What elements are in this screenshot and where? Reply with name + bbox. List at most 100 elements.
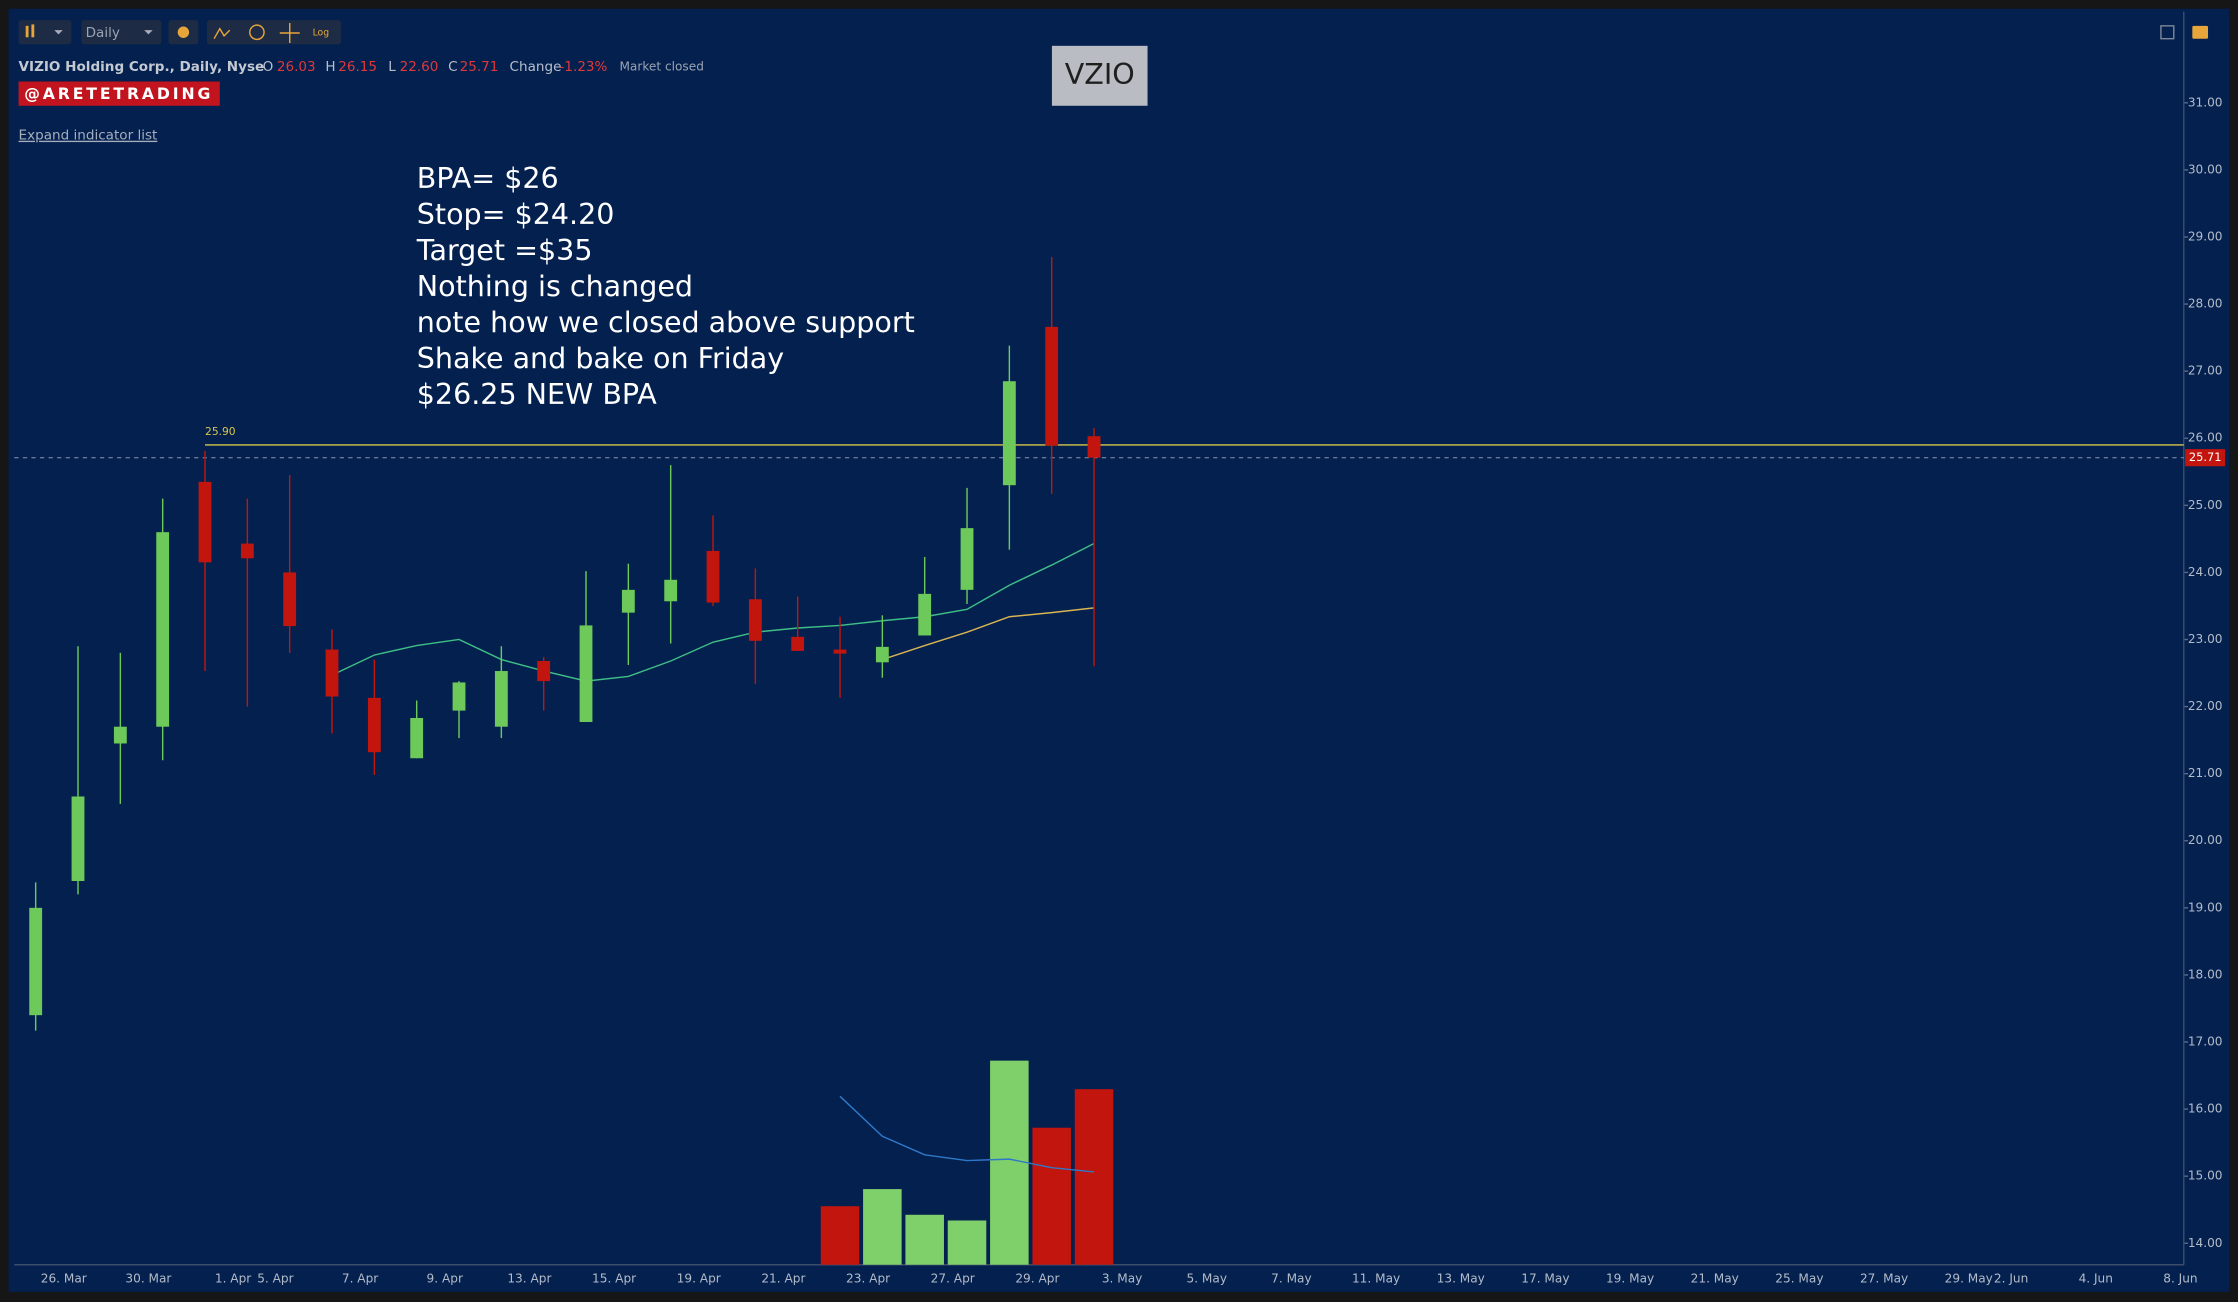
annotation: note how we closed above support — [417, 306, 915, 339]
y-tick-label: 22.00 — [2188, 699, 2223, 713]
x-tick-label: 8. Jun — [2163, 1272, 2197, 1286]
y-tick-label: 28.00 — [2188, 297, 2223, 311]
fullscreen-button[interactable] — [2160, 25, 2175, 40]
candle-body — [452, 682, 466, 711]
icon — [31, 24, 35, 38]
chart-title: VZIO — [1065, 58, 1135, 91]
icon — [54, 30, 63, 35]
y-tick-label: 14.00 — [2188, 1236, 2223, 1250]
change-label: Change — [510, 59, 562, 75]
icon — [213, 27, 231, 40]
volume-bar — [1032, 1127, 1071, 1265]
candle-body — [537, 660, 551, 682]
y-tick-label: 16.00 — [2188, 1102, 2223, 1116]
candle-body — [113, 726, 127, 744]
quote-key: C — [448, 59, 457, 75]
icon — [144, 30, 153, 35]
y-tick-label: 17.00 — [2188, 1035, 2223, 1049]
candle-body — [960, 528, 974, 590]
x-tick-label: 21. May — [1691, 1272, 1739, 1286]
quote-value: 22.60 — [400, 59, 439, 75]
volume-bar — [863, 1189, 902, 1265]
x-tick-label: 19. Apr — [677, 1272, 721, 1286]
annotation: $26.25 NEW BPA — [417, 378, 658, 411]
interval-select[interactable] — [81, 20, 162, 45]
candle-body — [29, 907, 43, 1016]
symbol-box — [1051, 45, 1148, 106]
x-tick-label: 13. Apr — [507, 1272, 551, 1286]
log-toggle[interactable]: Log — [313, 27, 330, 38]
plot-background — [8, 8, 2230, 1292]
x-tick-label: 7. Apr — [342, 1272, 378, 1286]
candle-body — [833, 649, 847, 654]
volume-bar — [947, 1220, 987, 1265]
candle-body — [367, 697, 381, 753]
candle-body — [664, 579, 678, 602]
candle-body — [71, 796, 85, 882]
y-tick-label: 18.00 — [2188, 967, 2223, 981]
candle-body — [791, 636, 805, 651]
volume-bar — [1074, 1089, 1114, 1265]
snapshot-button[interactable] — [2192, 25, 2209, 39]
icon — [249, 24, 265, 41]
x-tick-label: 4. Jun — [2079, 1272, 2113, 1286]
candle-body — [283, 572, 297, 627]
x-tick-label: 23. Apr — [846, 1272, 890, 1286]
x-tick-label: 5. May — [1187, 1272, 1227, 1286]
plot: 14.00 15.00 16.00 17.00 18.00 19.00 20.00 21.00… — [14, 11, 2226, 1286]
x-tick-label: 9. Apr — [427, 1272, 463, 1286]
icon — [177, 26, 190, 38]
last-price-label: 25.71 — [2189, 450, 2222, 464]
moving-average — [882, 607, 1095, 661]
icon — [279, 22, 300, 43]
x-tick-label: 26. Mar — [41, 1272, 87, 1286]
y-tick-label: 20.00 — [2188, 833, 2223, 847]
volume-average — [839, 1095, 1095, 1173]
toolbar: Daily Log — [18, 20, 2209, 45]
candle-body — [156, 532, 170, 727]
candle-body — [748, 599, 762, 641]
volume-bar — [990, 1060, 1029, 1265]
quote-value: 26.03 — [277, 59, 316, 75]
market-status: Market closed — [619, 60, 703, 74]
x-tick-label: 30. Mar — [125, 1272, 171, 1286]
candle-body — [918, 593, 932, 636]
candle-body — [1002, 381, 1016, 486]
expand-link[interactable]: Expand indicator list — [19, 128, 158, 144]
y-tick-label: 15.00 — [2188, 1169, 2223, 1183]
candle-body — [621, 589, 635, 613]
x-tick-label: 21. Apr — [761, 1272, 805, 1286]
icon — [25, 25, 29, 38]
quote-key: O — [263, 59, 274, 75]
annotation: BPA= $26 — [417, 162, 559, 195]
quote-key: H — [325, 59, 335, 75]
tools-group[interactable] — [206, 20, 342, 45]
last-price-tag — [2185, 449, 2226, 467]
change: -1.23% — [560, 59, 608, 75]
x-tick-label: 29. May — [1945, 1272, 1993, 1286]
quote-value: 26.15 — [338, 59, 377, 75]
x-tick-label: 13. May — [1437, 1272, 1485, 1286]
x-tick-label: 2. Jun — [1994, 1272, 2028, 1286]
annotation: Stop= $24.20 — [417, 198, 615, 231]
candle-body — [579, 625, 593, 723]
x-tick-label: 11. May — [1352, 1272, 1400, 1286]
x-tick-label: 15. Apr — [592, 1272, 636, 1286]
support-label: 25.90 — [205, 425, 236, 438]
header: VIZIO Holding Corp., Daily, Nyse O 26.03… — [18, 59, 704, 144]
y-tick-label: 31.00 — [2188, 95, 2223, 109]
volume-bar — [905, 1214, 944, 1265]
annotation: Shake and bake on Friday — [417, 342, 784, 375]
candle-body — [706, 550, 720, 603]
quote-key: L — [388, 59, 396, 75]
y-tick-label: 29.00 — [2188, 229, 2223, 243]
badge: @ARETETRADING — [24, 84, 213, 103]
candle-body — [198, 481, 212, 563]
x-tick-label: 27. May — [1860, 1272, 1908, 1286]
y-tick-label: 27.00 — [2188, 364, 2223, 378]
x-tick-label: 19. May — [1606, 1272, 1654, 1286]
candle-body — [410, 717, 424, 759]
badge-background — [18, 81, 220, 106]
